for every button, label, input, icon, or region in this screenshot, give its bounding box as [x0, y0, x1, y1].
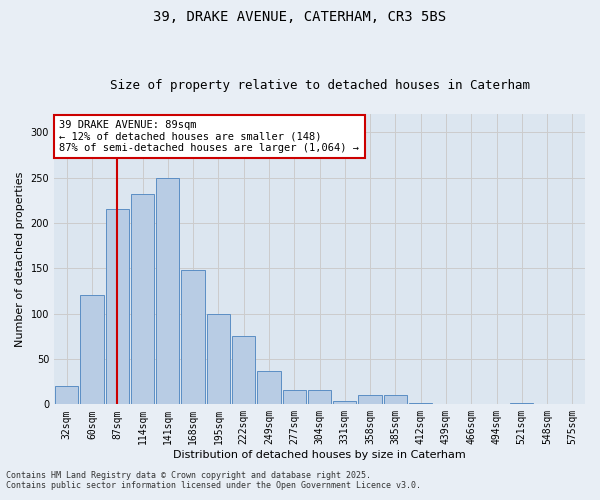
Bar	[283, 390, 306, 404]
Text: 39 DRAKE AVENUE: 89sqm
← 12% of detached houses are smaller (148)
87% of semi-de: 39 DRAKE AVENUE: 89sqm ← 12% of detached…	[59, 120, 359, 153]
Title: Size of property relative to detached houses in Caterham: Size of property relative to detached ho…	[110, 79, 530, 92]
Bar	[409, 402, 432, 404]
Y-axis label: Number of detached properties: Number of detached properties	[15, 172, 25, 347]
Bar	[55, 386, 79, 404]
Bar	[308, 390, 331, 404]
Bar	[384, 396, 407, 404]
Bar	[333, 400, 356, 404]
Bar	[131, 194, 154, 404]
Bar	[510, 402, 533, 404]
Bar	[80, 296, 104, 405]
Bar	[257, 371, 281, 404]
Bar	[156, 178, 179, 404]
Bar	[181, 270, 205, 404]
Bar	[358, 396, 382, 404]
Text: Contains HM Land Registry data © Crown copyright and database right 2025.
Contai: Contains HM Land Registry data © Crown c…	[6, 470, 421, 490]
Bar	[207, 314, 230, 404]
Bar	[232, 336, 256, 404]
Bar	[106, 210, 129, 404]
X-axis label: Distribution of detached houses by size in Caterham: Distribution of detached houses by size …	[173, 450, 466, 460]
Text: 39, DRAKE AVENUE, CATERHAM, CR3 5BS: 39, DRAKE AVENUE, CATERHAM, CR3 5BS	[154, 10, 446, 24]
